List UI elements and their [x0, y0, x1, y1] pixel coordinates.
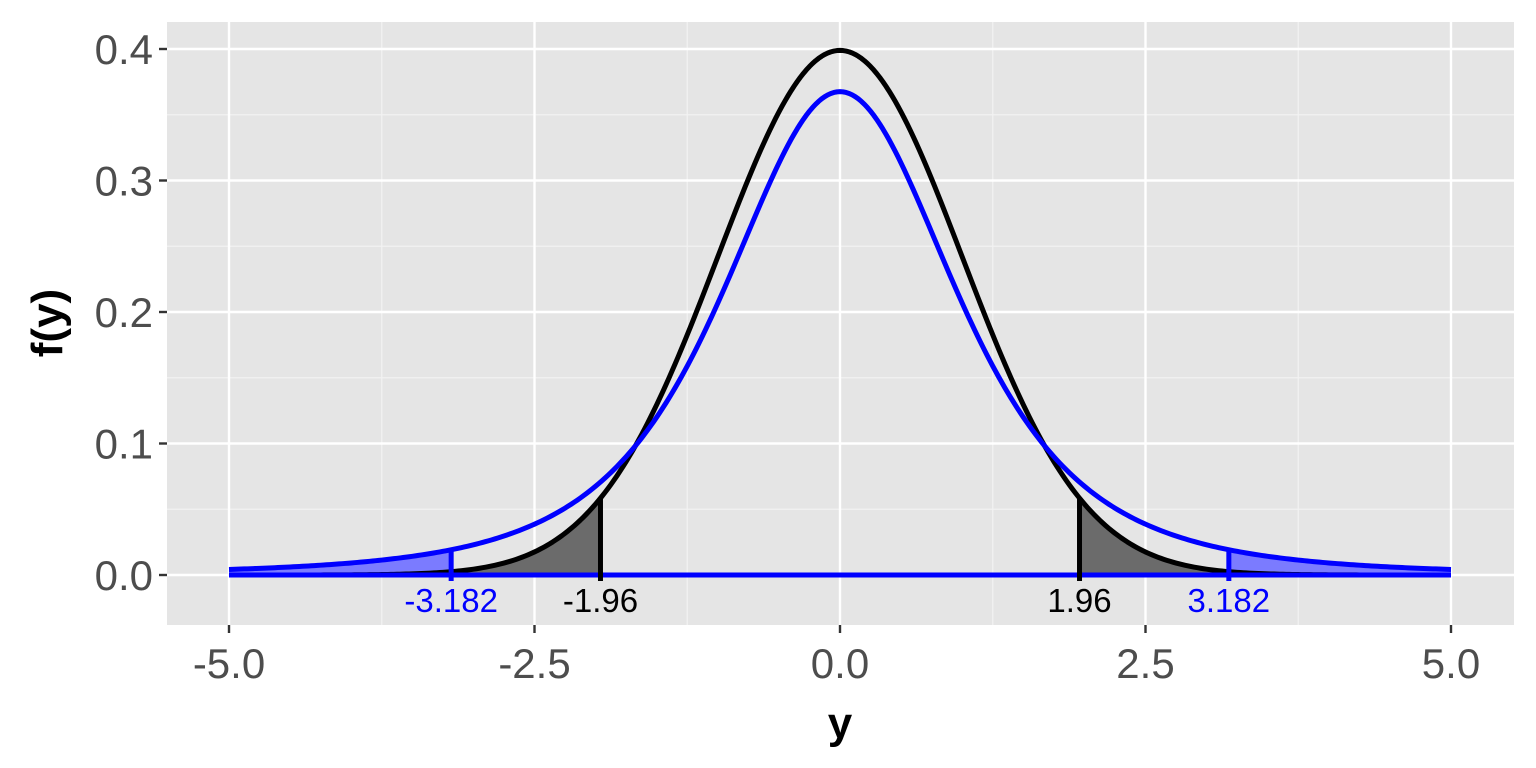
x-tick-label: 0.0	[811, 640, 869, 687]
y-tick-label: 0.0	[95, 552, 153, 599]
y-axis-title: f(y)	[23, 289, 72, 357]
y-tick-label: 0.4	[95, 26, 153, 73]
x-axis: -5.0 -2.5 0.0 2.5 5.0	[193, 625, 1480, 687]
tail-left-normal	[229, 498, 601, 575]
tail-right-normal	[1079, 498, 1451, 575]
y-tick-label: 0.1	[95, 421, 153, 468]
critical-label-student-t: 3.182	[1188, 582, 1271, 619]
x-tick-label: -2.5	[498, 640, 570, 687]
critical-label-normal: 1.96	[1047, 582, 1111, 619]
y-tick-label: 0.2	[95, 289, 153, 336]
critical-value-lines	[448, 498, 1232, 581]
x-axis-title: y	[828, 699, 853, 748]
density-curve-student-t	[228, 89, 1452, 572]
y-axis: 0.0 0.1 0.2 0.3 0.4	[95, 26, 167, 599]
density-curves	[228, 47, 1452, 578]
y-tick-label: 0.3	[95, 158, 153, 205]
critical-label-normal: -1.96	[563, 582, 638, 619]
x-tick-label: -5.0	[193, 640, 265, 687]
x-tick-label: 2.5	[1116, 640, 1174, 687]
x-tick-label: 5.0	[1422, 640, 1480, 687]
critical-label-student-t: -3.182	[404, 582, 498, 619]
critical-value-labels: -1.96 1.96 -3.182 3.182	[404, 582, 1270, 619]
